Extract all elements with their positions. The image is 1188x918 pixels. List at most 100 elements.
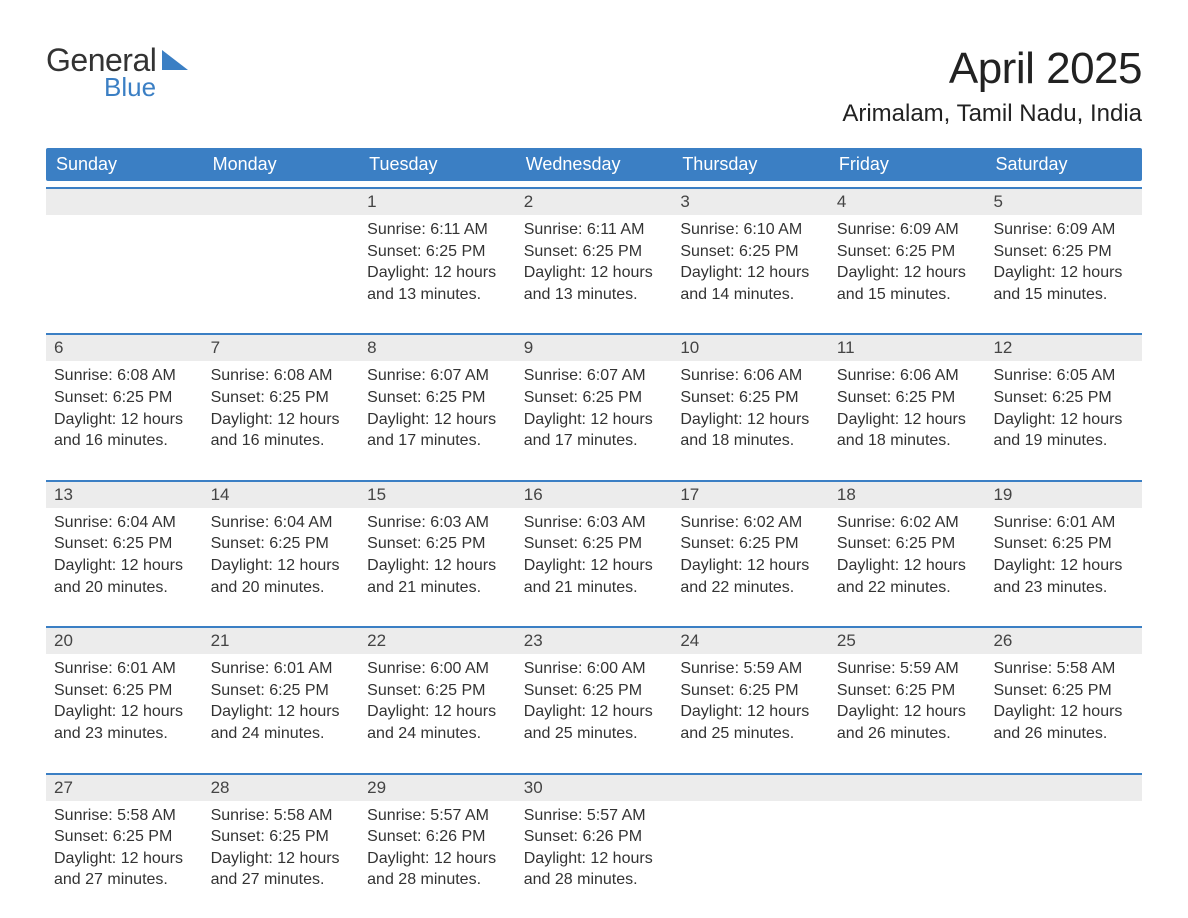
day-cell (203, 189, 360, 327)
day-line: Sunrise: 6:01 AM (211, 658, 352, 680)
day-line: Sunrise: 6:06 AM (680, 365, 821, 387)
day-line: Sunrise: 5:57 AM (367, 805, 508, 827)
day-number: 22 (359, 628, 516, 654)
day-body: Sunrise: 6:04 AMSunset: 6:25 PMDaylight:… (203, 508, 360, 598)
day-line: Sunset: 6:25 PM (524, 241, 665, 263)
day-line: Sunrise: 5:58 AM (54, 805, 195, 827)
day-line: Sunrise: 6:01 AM (993, 512, 1134, 534)
day-number: 10 (672, 335, 829, 361)
day-number: 1 (359, 189, 516, 215)
logo-text-blue: Blue (104, 74, 156, 100)
day-line: and 16 minutes. (54, 430, 195, 452)
day-line: Sunrise: 5:58 AM (993, 658, 1134, 680)
day-line: Daylight: 12 hours (993, 262, 1134, 284)
day-body: Sunrise: 5:57 AMSunset: 6:26 PMDaylight:… (516, 801, 673, 891)
day-line: Daylight: 12 hours (524, 701, 665, 723)
day-line: Sunset: 6:25 PM (837, 387, 978, 409)
logo-triangle-icon (162, 50, 188, 70)
day-line: Sunrise: 6:10 AM (680, 219, 821, 241)
day-line: and 22 minutes. (837, 577, 978, 599)
day-line: Daylight: 12 hours (524, 262, 665, 284)
day-line: Sunset: 6:25 PM (367, 680, 508, 702)
day-line: Sunrise: 6:00 AM (524, 658, 665, 680)
day-body: Sunrise: 6:02 AMSunset: 6:25 PMDaylight:… (672, 508, 829, 598)
day-line: and 25 minutes. (680, 723, 821, 745)
day-body: Sunrise: 6:01 AMSunset: 6:25 PMDaylight:… (203, 654, 360, 744)
day-cell: 28Sunrise: 5:58 AMSunset: 6:25 PMDayligh… (203, 775, 360, 913)
day-number: 16 (516, 482, 673, 508)
day-line: Sunset: 6:25 PM (211, 826, 352, 848)
day-cell: 22Sunrise: 6:00 AMSunset: 6:25 PMDayligh… (359, 628, 516, 766)
day-cell: 23Sunrise: 6:00 AMSunset: 6:25 PMDayligh… (516, 628, 673, 766)
day-cell: 16Sunrise: 6:03 AMSunset: 6:25 PMDayligh… (516, 482, 673, 620)
week-row: 1Sunrise: 6:11 AMSunset: 6:25 PMDaylight… (46, 187, 1142, 327)
day-cell: 6Sunrise: 6:08 AMSunset: 6:25 PMDaylight… (46, 335, 203, 473)
day-body (985, 801, 1142, 805)
day-line: Sunrise: 6:07 AM (367, 365, 508, 387)
day-number: 21 (203, 628, 360, 654)
day-number: 20 (46, 628, 203, 654)
day-body: Sunrise: 6:00 AMSunset: 6:25 PMDaylight:… (516, 654, 673, 744)
day-line: and 23 minutes. (993, 577, 1134, 599)
dow-header: Friday (829, 148, 986, 181)
day-cell: 12Sunrise: 6:05 AMSunset: 6:25 PMDayligh… (985, 335, 1142, 473)
day-cell: 2Sunrise: 6:11 AMSunset: 6:25 PMDaylight… (516, 189, 673, 327)
dow-header: Monday (203, 148, 360, 181)
day-number (203, 189, 360, 215)
day-number: 19 (985, 482, 1142, 508)
month-title: April 2025 (842, 44, 1142, 94)
day-line: and 20 minutes. (211, 577, 352, 599)
day-line: Daylight: 12 hours (367, 701, 508, 723)
day-line: and 24 minutes. (211, 723, 352, 745)
day-body: Sunrise: 6:07 AMSunset: 6:25 PMDaylight:… (516, 361, 673, 451)
day-cell: 11Sunrise: 6:06 AMSunset: 6:25 PMDayligh… (829, 335, 986, 473)
day-body (829, 801, 986, 805)
day-line: and 14 minutes. (680, 284, 821, 306)
day-line: Sunset: 6:25 PM (54, 826, 195, 848)
day-line: Daylight: 12 hours (367, 262, 508, 284)
day-cell: 1Sunrise: 6:11 AMSunset: 6:25 PMDaylight… (359, 189, 516, 327)
dow-header: Sunday (46, 148, 203, 181)
dow-header: Tuesday (359, 148, 516, 181)
day-body (203, 215, 360, 219)
day-line: Daylight: 12 hours (837, 701, 978, 723)
day-number: 27 (46, 775, 203, 801)
day-line: Sunrise: 6:09 AM (993, 219, 1134, 241)
day-body: Sunrise: 5:59 AMSunset: 6:25 PMDaylight:… (829, 654, 986, 744)
week-row: 6Sunrise: 6:08 AMSunset: 6:25 PMDaylight… (46, 333, 1142, 473)
day-body (46, 215, 203, 219)
day-line: Sunset: 6:25 PM (680, 241, 821, 263)
day-line: Daylight: 12 hours (367, 409, 508, 431)
day-line: and 13 minutes. (367, 284, 508, 306)
day-cell: 15Sunrise: 6:03 AMSunset: 6:25 PMDayligh… (359, 482, 516, 620)
day-line: Sunset: 6:25 PM (524, 387, 665, 409)
day-line: Daylight: 12 hours (680, 409, 821, 431)
day-cell: 14Sunrise: 6:04 AMSunset: 6:25 PMDayligh… (203, 482, 360, 620)
day-line: and 18 minutes. (680, 430, 821, 452)
day-line: Sunset: 6:25 PM (211, 533, 352, 555)
day-body: Sunrise: 6:11 AMSunset: 6:25 PMDaylight:… (516, 215, 673, 305)
day-number: 14 (203, 482, 360, 508)
day-line: Daylight: 12 hours (524, 409, 665, 431)
day-line: Sunrise: 6:11 AM (367, 219, 508, 241)
day-cell: 21Sunrise: 6:01 AMSunset: 6:25 PMDayligh… (203, 628, 360, 766)
day-line: Sunset: 6:25 PM (524, 680, 665, 702)
day-body: Sunrise: 6:03 AMSunset: 6:25 PMDaylight:… (516, 508, 673, 598)
day-line: Sunrise: 6:04 AM (211, 512, 352, 534)
day-line: Daylight: 12 hours (367, 848, 508, 870)
logo: General Blue (46, 44, 188, 100)
days-of-week-row: SundayMondayTuesdayWednesdayThursdayFrid… (46, 148, 1142, 181)
day-number (672, 775, 829, 801)
day-line: Sunrise: 6:05 AM (993, 365, 1134, 387)
day-line: Sunset: 6:25 PM (680, 680, 821, 702)
day-number: 4 (829, 189, 986, 215)
day-body: Sunrise: 6:02 AMSunset: 6:25 PMDaylight:… (829, 508, 986, 598)
day-line: and 18 minutes. (837, 430, 978, 452)
dow-header: Saturday (985, 148, 1142, 181)
day-number: 25 (829, 628, 986, 654)
day-line: Sunset: 6:25 PM (54, 680, 195, 702)
day-cell: 26Sunrise: 5:58 AMSunset: 6:25 PMDayligh… (985, 628, 1142, 766)
week-row: 20Sunrise: 6:01 AMSunset: 6:25 PMDayligh… (46, 626, 1142, 766)
day-number: 5 (985, 189, 1142, 215)
day-number: 6 (46, 335, 203, 361)
